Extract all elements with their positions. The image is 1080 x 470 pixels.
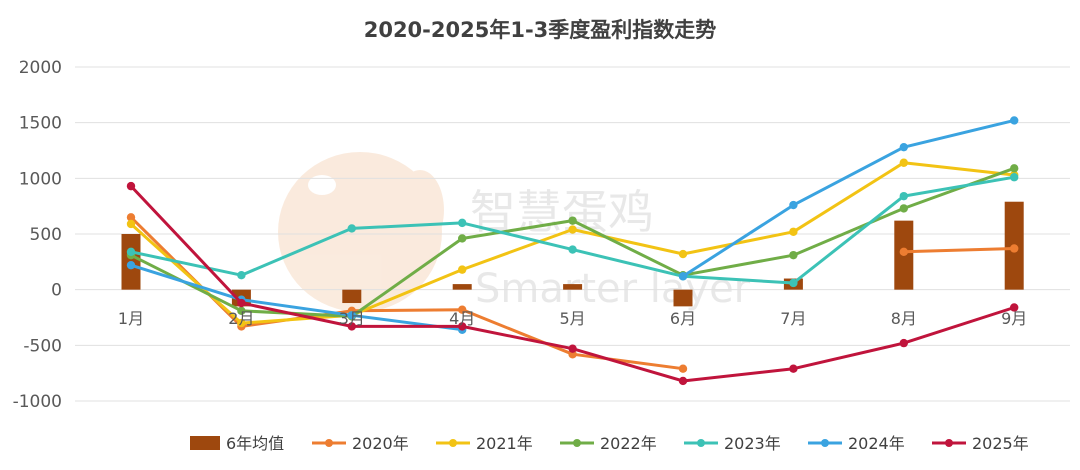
series-point-2-5 [568, 225, 577, 234]
x-tick-label: 1月 [118, 309, 144, 328]
bar-avg-5月 [563, 284, 583, 290]
watermark-logo: 智慧蛋鸡 Smarter layer [278, 152, 751, 312]
series-point-6-9 [1010, 303, 1019, 312]
series-point-3-4 [458, 234, 467, 243]
legend-swatch-marker-6 [945, 439, 953, 447]
y-tick-label: -1000 [13, 392, 62, 412]
x-tick-label: 6月 [670, 309, 696, 328]
legend-swatch-marker-5 [821, 439, 829, 447]
series-point-5-8 [899, 142, 908, 152]
legend-swatch-marker-3 [573, 439, 581, 447]
legend-label-6: 2025年 [972, 434, 1029, 453]
series-point-4-9 [1010, 173, 1019, 182]
legend-label-3: 2022年 [600, 434, 657, 453]
series-point-3-7 [789, 250, 798, 260]
series-line-5 [129, 263, 464, 332]
chart-title: 2020-2025年1-3季度盈利指数走势 [363, 18, 717, 42]
series-point-3-9 [1010, 164, 1019, 173]
series-point-6-6 [678, 376, 688, 386]
series-point-2-8 [899, 158, 908, 167]
x-tick-label: 3月 [339, 309, 365, 328]
series-point-6-5 [568, 344, 577, 353]
series-point-6-3 [347, 322, 356, 331]
y-tick-label: 1500 [19, 114, 62, 134]
legend-swatch-marker-4 [697, 439, 705, 447]
series-line-5 [681, 118, 1016, 278]
y-tick-label: 2000 [19, 58, 62, 78]
series-point-4-3 [347, 224, 356, 233]
bar-avg-6月 [673, 289, 693, 307]
svg-text:Smarter layer: Smarter layer [475, 266, 751, 312]
series-line-1 [902, 247, 1016, 254]
legend-swatch-bar [190, 436, 220, 450]
svg-text:智慧蛋鸡: 智慧蛋鸡 [470, 185, 654, 239]
x-tick-label: 9月 [1001, 309, 1027, 328]
series-point-6-4 [458, 322, 467, 331]
series-point-2-2 [237, 318, 246, 328]
series-point-4-5 [568, 245, 577, 254]
legend-label-4: 2023年 [724, 434, 781, 453]
y-tick-label: 500 [30, 225, 62, 245]
series-point-3-2 [237, 306, 246, 316]
series-point-6-8 [899, 338, 908, 348]
series-point-2-6 [678, 249, 688, 259]
y-tick-label: 0 [51, 281, 62, 301]
series-point-4-2 [237, 270, 246, 280]
series-point-6-7 [789, 364, 798, 373]
x-tick-label: 2月 [228, 309, 254, 328]
series-point-1-4 [458, 305, 467, 314]
series-point-2-7 [789, 227, 798, 236]
x-tick-label: 7月 [780, 309, 806, 328]
series-point-6-2 [237, 298, 246, 308]
series-point-4-4 [458, 218, 467, 228]
series-point-3-8 [899, 204, 908, 213]
legend-label-0: 6年均值 [226, 434, 284, 453]
series-point-1-8 [899, 247, 908, 257]
x-tick-label: 4月 [449, 309, 475, 328]
series-point-5-7 [789, 200, 798, 210]
series-point-6-1 [126, 181, 136, 191]
legend-label-5: 2024年 [848, 434, 905, 453]
series-point-5-9 [1010, 116, 1019, 125]
y-tick-label: 1000 [19, 169, 62, 189]
series-point-1-6 [678, 364, 688, 373]
series-point-3-5 [568, 216, 577, 225]
legend-swatch-marker-1 [325, 439, 333, 447]
series-point-5-6 [678, 272, 688, 281]
series-point-4-8 [899, 191, 908, 201]
series-point-4-1 [126, 247, 136, 257]
x-tick-label: 5月 [560, 309, 586, 328]
series-point-5-3 [347, 311, 356, 320]
legend-label-1: 2020年 [352, 434, 409, 453]
bar-avg-3月 [342, 289, 362, 304]
legend-swatch-marker-2 [449, 439, 457, 447]
bar-avg-4月 [452, 284, 472, 290]
legend-label-2: 2021年 [476, 434, 533, 453]
series-point-4-7 [789, 278, 798, 288]
x-tick-label: 8月 [891, 309, 917, 328]
series-point-2-4 [458, 265, 467, 274]
series-point-2-1 [126, 219, 136, 229]
series-point-1-9 [1010, 244, 1019, 253]
y-tick-label: -500 [23, 336, 62, 356]
series-point-1-1 [126, 213, 136, 222]
series-point-5-1 [126, 260, 136, 270]
